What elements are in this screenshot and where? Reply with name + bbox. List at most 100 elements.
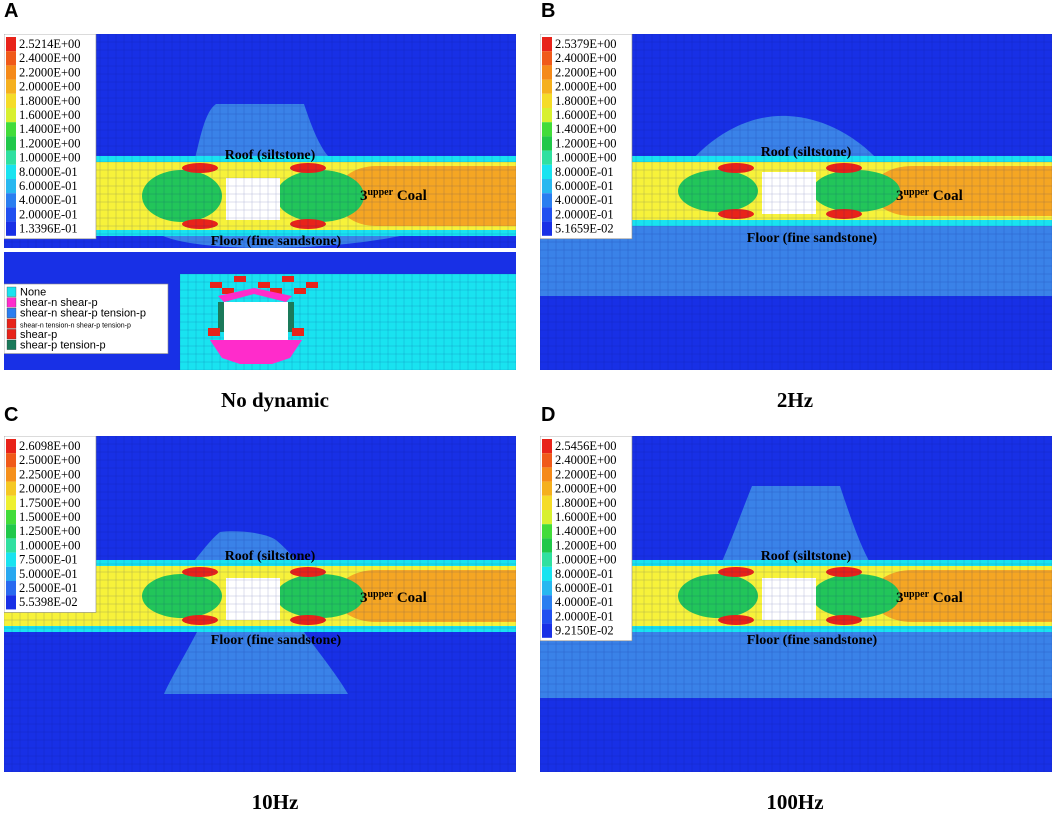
state-swatch-5: [6, 339, 17, 350]
floor-label: Floor (fine sandstone): [747, 231, 878, 246]
legend-swatch-1: [6, 51, 16, 66]
legend-swatch-2: [542, 467, 552, 482]
peak-stress-1: [718, 209, 754, 219]
legend-value-6: 1.4000E+00: [19, 122, 81, 136]
coal-label: 3upper Coal: [896, 187, 963, 204]
legend-swatch-8: [542, 552, 552, 567]
left-stress-lobe: [142, 170, 222, 222]
peak-stress-0: [718, 163, 754, 173]
left-stress-lobe: [678, 574, 758, 618]
legend-swatch-12: [542, 207, 552, 222]
legend-swatch-8: [6, 552, 16, 567]
roof-bulge-zone: [690, 115, 880, 162]
legend-value-2: 2.2000E+00: [555, 467, 617, 481]
legend-swatch-0: [6, 439, 16, 454]
legend-swatch-11: [542, 193, 552, 208]
legend-swatch-6: [6, 122, 16, 137]
color-legend: [4, 436, 97, 613]
panel-letter-d: D: [541, 404, 556, 426]
legend-value-5: 1.6000E+00: [19, 108, 81, 122]
legend-swatch-7: [542, 538, 552, 553]
legend-value-0: 2.5214E+00: [19, 37, 81, 51]
legend-swatch-5: [6, 108, 16, 123]
state-legend: [4, 283, 169, 354]
coal-label: 3upper Coal: [360, 187, 427, 204]
peak-stress-3: [290, 615, 326, 625]
legend-value-12: 2.0000E-01: [555, 207, 614, 221]
legend-value-0: 2.5379E+00: [555, 37, 617, 51]
legend-swatch-10: [6, 179, 16, 194]
left-stress-lobe: [142, 574, 222, 618]
legend-swatch-4: [542, 495, 552, 510]
peak-stress-3: [290, 219, 326, 229]
caption-c: 10Hz: [251, 790, 299, 814]
legend-swatch-6: [6, 524, 16, 539]
peak-stress-1: [718, 615, 754, 625]
state-label-4: shear-p: [20, 329, 57, 341]
coal-label: 3upper Coal: [896, 589, 963, 606]
legend-swatch-10: [542, 179, 552, 194]
legend-swatch-7: [6, 538, 16, 553]
state-label-2: shear-n shear-p tension-p: [20, 308, 146, 320]
legend-value-6: 1.4000E+00: [555, 524, 617, 538]
legend-swatch-5: [542, 108, 552, 123]
failure-zone: [208, 276, 318, 364]
roof-label: Roof (siltstone): [225, 549, 316, 564]
peak-stress-3: [826, 209, 862, 219]
legend-swatch-11: [6, 595, 16, 610]
legend-swatch-11: [542, 595, 552, 610]
legend-value-11: 4.0000E-01: [555, 193, 614, 207]
legend-value-6: 1.4000E+00: [555, 122, 617, 136]
peak-stress-2: [290, 567, 326, 577]
legend-swatch-9: [6, 164, 16, 179]
legend-value-7: 1.0000E+00: [19, 538, 81, 552]
legend-value-4: 1.7500E+00: [19, 496, 81, 510]
roadway-opening: [226, 578, 280, 620]
legend-swatch-12: [6, 207, 16, 222]
legend-value-12: 2.0000E-01: [19, 207, 78, 221]
legend-value-10: 6.0000E-01: [555, 581, 614, 595]
roadway-opening: [762, 172, 816, 214]
legend-value-13: 1.3396E-01: [19, 222, 78, 236]
legend-value-11: 5.5398E-02: [19, 595, 78, 609]
legend-value-12: 2.0000E-01: [555, 609, 614, 623]
legend-swatch-9: [542, 566, 552, 581]
state-swatch-1: [6, 297, 17, 308]
legend-value-10: 2.5000E-01: [19, 581, 78, 595]
legend-swatch-7: [6, 136, 16, 151]
state-swatch-3: [6, 318, 17, 329]
roof-label: Roof (siltstone): [761, 145, 852, 160]
roadway-opening: [762, 578, 816, 620]
state-swatch-0: [6, 286, 17, 297]
legend-swatch-5: [542, 510, 552, 525]
legend-value-9: 8.0000E-01: [555, 567, 614, 581]
peak-stress-2: [826, 567, 862, 577]
panel-letter-c: C: [4, 404, 19, 426]
panel-a: Roof (siltstone) Floor (fine sandstone) 3u…: [4, 34, 516, 370]
legend-value-10: 6.0000E-01: [555, 179, 614, 193]
peak-stress-0: [718, 567, 754, 577]
state-label-5: shear-p tension-p: [20, 340, 106, 352]
legend-value-3: 2.0000E+00: [19, 80, 81, 94]
legend-value-5: 1.5000E+00: [19, 510, 81, 524]
legend-swatch-2: [542, 65, 552, 80]
legend-swatch-0: [542, 439, 552, 454]
legend-value-5: 1.6000E+00: [555, 108, 617, 122]
contour-plot-a: Roof (siltstone) Floor (fine sandstone) 3u…: [4, 34, 516, 370]
legend-swatch-9: [6, 566, 16, 581]
legend-value-11: 4.0000E-01: [19, 193, 78, 207]
legend-swatch-6: [542, 122, 552, 137]
legend-swatch-1: [6, 453, 16, 468]
contour-plot-c: Roof (siltstone) Floor (fine sandstone) 3u…: [4, 436, 516, 772]
floor-bulge-zone: [610, 626, 960, 657]
legend-value-2: 2.2000E+00: [19, 65, 81, 79]
legend-swatch-11: [6, 193, 16, 208]
panel-letter-b: B: [541, 0, 556, 22]
legend-value-7: 1.2000E+00: [555, 538, 617, 552]
floor-label: Floor (fine sandstone): [211, 234, 342, 249]
right-stress-lobe: [812, 170, 900, 212]
legend-value-8: 1.0000E+00: [19, 151, 81, 165]
state-label-0: None: [20, 287, 46, 299]
legend-swatch-12: [542, 609, 552, 624]
legend-value-2: 2.2000E+00: [555, 65, 617, 79]
